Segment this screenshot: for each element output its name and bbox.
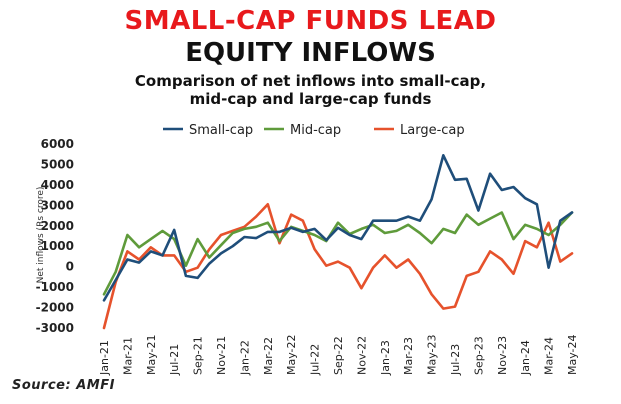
y-tick-label: -1000 [36,280,74,294]
y-tick-label: -3000 [36,321,74,335]
x-tick-label: Jul-21 [168,344,181,376]
x-tick-label: May-23 [426,334,439,375]
x-tick-label: Jan-23 [379,340,392,376]
legend-label: Mid-cap [290,123,341,138]
subtitle-line1: Comparison of net inflows into small-cap… [134,72,487,90]
legend-item: Small-cap [163,123,253,138]
x-tick-label: Sep-22 [332,336,345,375]
series-line-mid-cap [102,211,574,296]
x-tick-label: Mar-21 [121,337,134,375]
x-tick-label: Jan-22 [238,340,251,376]
y-tick-label: 5000 [41,157,74,171]
x-tick-label: Jan-24 [519,340,532,376]
x-tick-label: Jan-21 [98,340,111,376]
x-tick-label: May-22 [285,334,298,375]
series-line-small-cap [102,154,574,302]
x-tick-label: May-24 [566,334,579,375]
x-tick-label: Mar-23 [402,337,415,375]
y-tick-label: 0 [66,260,74,274]
x-tick-label: Nov-21 [215,336,228,375]
y-tick-label: 3000 [41,198,74,212]
subtitle-line2: mid-cap and large-cap funds [189,90,432,108]
y-tick-label: 6000 [41,137,74,151]
x-tick-label: Mar-22 [262,337,275,375]
x-tick-label: Nov-23 [496,336,509,375]
y-tick-label: 1000 [41,239,74,253]
y-tick-label: 2000 [41,219,74,233]
source-note: Source: AMFI [12,378,115,393]
chart-subtitle: Comparison of net inflows into small-cap… [0,72,621,108]
y-tick-label: -2000 [36,301,74,315]
legend-label: Large-cap [400,123,465,138]
chart-title-line2: EQUITY INFLOWS [185,38,436,68]
x-tick-label: Nov-22 [355,336,368,375]
x-tick-label: Mar-24 [543,337,556,375]
legend-item: Large-cap [374,123,465,138]
series-line-large-cap [102,203,574,330]
legend-label: Small-cap [189,123,253,138]
x-tick-label: Sep-21 [192,336,205,375]
x-tick-label: Jul-22 [309,344,322,376]
x-tick-label: Sep-23 [472,336,485,375]
x-tick-label: May-21 [145,334,158,375]
chart-title-line1: SMALL-CAP FUNDS LEAD [124,6,497,36]
y-tick-label: 4000 [41,178,74,192]
legend-item: Mid-cap [264,123,341,138]
y-axis-label: Net inflows (Rs crore) [36,187,46,284]
x-tick-label: Jul-23 [449,344,462,376]
